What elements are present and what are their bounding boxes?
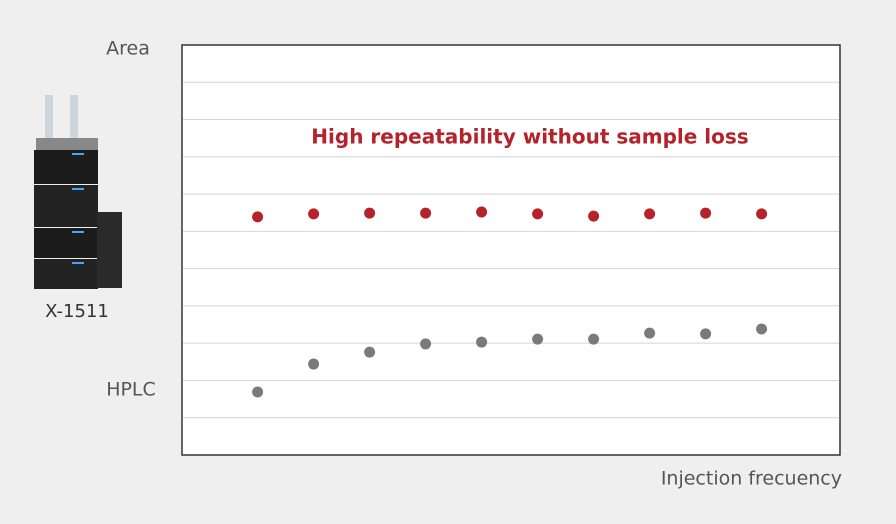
- data-point: [756, 323, 768, 335]
- data-point: [308, 208, 320, 220]
- data-point: [588, 210, 600, 222]
- data-point: [420, 338, 432, 350]
- instrument-icon: [34, 95, 122, 289]
- data-point: [308, 358, 320, 370]
- data-point: [476, 206, 488, 218]
- data-point: [756, 208, 768, 220]
- data-point: [700, 207, 712, 219]
- annotation: High repeatability without sample loss: [311, 125, 748, 149]
- data-point: [252, 211, 264, 223]
- data-point: [532, 333, 544, 345]
- plot-area: [181, 44, 841, 456]
- data-point: [588, 333, 600, 345]
- y-axis-label: Area: [106, 38, 150, 60]
- data-point: [644, 208, 656, 220]
- data-point: [364, 207, 376, 219]
- series-label: X-1511: [45, 301, 109, 322]
- x-axis-label: Injection frecuency: [661, 468, 842, 490]
- data-point: [476, 336, 488, 348]
- data-point: [700, 328, 712, 340]
- data-point: [420, 207, 432, 219]
- data-point: [364, 346, 376, 358]
- data-point: [644, 327, 656, 339]
- data-point: [252, 386, 264, 398]
- data-point: [532, 208, 544, 220]
- series-label: HPLC: [106, 379, 156, 401]
